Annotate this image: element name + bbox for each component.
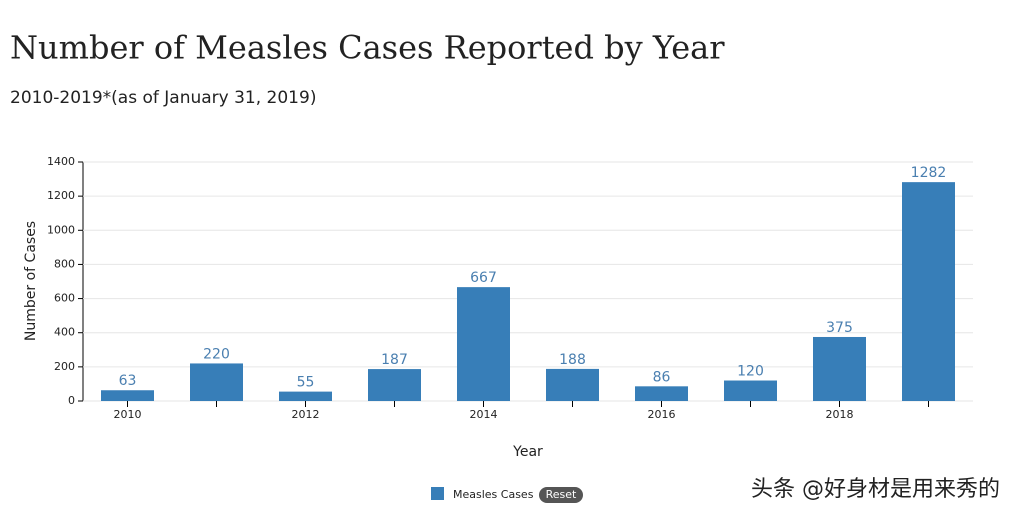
watermark: 头条 @好身材是用来秀的 bbox=[751, 477, 1000, 502]
bar bbox=[279, 391, 332, 401]
legend-swatch bbox=[431, 487, 444, 500]
x-tick-label: 2018 bbox=[826, 408, 854, 421]
chart-title: Number of Measles Cases Reported by Year bbox=[10, 29, 725, 67]
value-label: 188 bbox=[559, 352, 586, 368]
bar bbox=[813, 336, 866, 401]
x-axis-label: Year bbox=[512, 444, 543, 460]
chart-subtitle: 2010-2019*(as of January 31, 2019) bbox=[10, 88, 316, 108]
x-tick-label: 2014 bbox=[470, 408, 498, 421]
bar bbox=[368, 369, 421, 401]
value-label: 220 bbox=[203, 346, 230, 362]
bar bbox=[546, 368, 599, 401]
reset-button[interactable] bbox=[539, 487, 583, 503]
y-tick-label: 800 bbox=[54, 257, 75, 270]
reset-button-label[interactable]: Reset bbox=[546, 488, 577, 501]
value-label: 63 bbox=[119, 373, 137, 389]
bar bbox=[101, 390, 154, 401]
value-label: 1282 bbox=[911, 165, 947, 181]
y-tick-label: 400 bbox=[54, 326, 75, 339]
value-label: 55 bbox=[297, 375, 315, 391]
y-tick-label: 0 bbox=[68, 394, 75, 407]
bar bbox=[635, 386, 688, 401]
bar bbox=[190, 363, 243, 401]
value-label: 120 bbox=[737, 364, 764, 380]
value-label: 375 bbox=[826, 320, 853, 336]
legend-label: Measles Cases bbox=[453, 488, 534, 501]
bar bbox=[902, 182, 955, 401]
y-axis-label: Number of Cases bbox=[23, 221, 39, 341]
y-tick-label: 1000 bbox=[47, 223, 75, 236]
y-tick-label: 1200 bbox=[47, 189, 75, 202]
y-tick-label: 600 bbox=[54, 292, 75, 305]
x-tick-label: 2012 bbox=[292, 408, 320, 421]
x-tick-label: 2010 bbox=[114, 408, 142, 421]
y-tick-label: 200 bbox=[54, 360, 75, 373]
value-label: 187 bbox=[381, 352, 408, 368]
y-tick-label: 1400 bbox=[47, 155, 75, 168]
bar bbox=[457, 287, 510, 401]
value-label: 86 bbox=[653, 369, 671, 385]
x-tick-label: 2016 bbox=[648, 408, 676, 421]
bar bbox=[724, 380, 777, 401]
value-label: 667 bbox=[470, 270, 497, 286]
